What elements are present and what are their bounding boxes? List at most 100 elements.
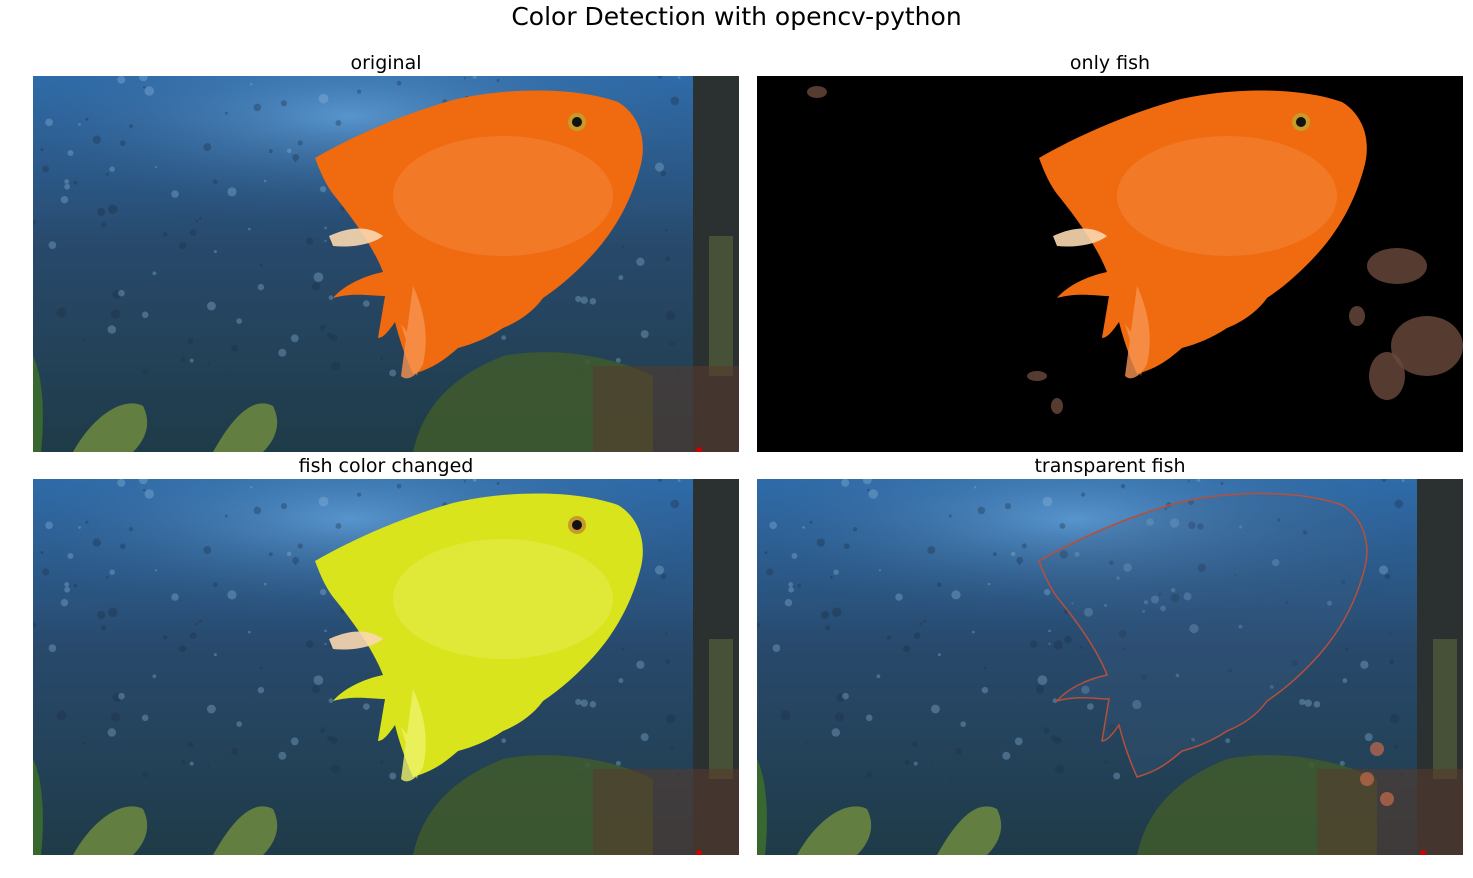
water-speckle — [950, 777, 953, 780]
water-speckle — [654, 565, 665, 575]
filter-sponge — [709, 639, 733, 779]
water-speckle — [319, 589, 327, 596]
water-speckle — [1048, 629, 1051, 633]
water-speckle — [1053, 640, 1063, 650]
water-speckle — [1190, 737, 1195, 742]
water-speckle — [463, 480, 466, 483]
water-speckle — [1364, 733, 1373, 742]
water-speckle — [1141, 674, 1148, 681]
water-speckle — [919, 622, 922, 626]
panel-title: original — [350, 52, 422, 74]
water-speckle — [1080, 492, 1086, 497]
water-speckle — [1146, 518, 1154, 526]
water-speckle — [1030, 640, 1038, 648]
filter-sponge — [1433, 639, 1457, 779]
water-speckle — [206, 301, 216, 311]
water-speckle — [253, 103, 262, 112]
water-speckle — [1228, 668, 1233, 673]
water-speckle — [292, 556, 300, 564]
water-speckle — [152, 674, 157, 679]
water-speckle — [112, 290, 122, 299]
water-speckle — [363, 300, 370, 307]
fish-highlight — [393, 136, 613, 256]
water-speckle — [117, 479, 126, 487]
water-speckle — [1074, 551, 1080, 557]
water-speckle — [328, 698, 334, 704]
water-speckle — [297, 543, 303, 549]
water-speckle — [117, 76, 126, 84]
water-speckle — [636, 257, 645, 266]
water-speckle — [263, 179, 267, 183]
aquarium-plants — [33, 755, 739, 855]
water-speckle — [1313, 701, 1321, 708]
water-speckle — [107, 607, 118, 618]
water-speckle — [313, 272, 324, 283]
water-speckle — [162, 635, 168, 640]
water-speckle — [657, 76, 663, 79]
water-speckle — [203, 143, 212, 151]
fish-highlight — [1117, 136, 1337, 256]
noise-blob — [1027, 371, 1047, 381]
water-speckle — [206, 704, 216, 714]
water-speckle — [670, 499, 680, 509]
water-speckle — [1055, 764, 1065, 774]
water-speckle — [138, 76, 148, 82]
water-speckle — [195, 219, 198, 223]
water-speckle — [179, 645, 187, 653]
water-speckle — [932, 764, 935, 767]
water-speckle — [936, 582, 942, 588]
water-speckle — [927, 546, 936, 554]
water-speckle — [886, 635, 892, 640]
water-speckle — [33, 622, 36, 628]
panel-original: original — [33, 52, 739, 452]
noise-blob — [1369, 352, 1405, 400]
water-speckle — [878, 569, 882, 572]
water-speckle — [318, 496, 329, 507]
water-speckle — [324, 239, 327, 242]
water-speckle — [981, 686, 989, 694]
fish-body — [315, 90, 643, 374]
original-image — [33, 76, 739, 452]
water-speckle — [1059, 523, 1066, 529]
water-speckle — [331, 764, 341, 774]
water-speckle — [97, 611, 106, 620]
fish-pectoral-fin — [329, 631, 383, 650]
water-speckle — [866, 488, 870, 492]
water-speckle — [85, 520, 89, 524]
water-speckle — [1339, 760, 1345, 766]
water-speckle — [987, 582, 991, 586]
water-speckle — [825, 625, 831, 631]
red-marker — [696, 447, 702, 452]
water-speckle — [356, 89, 362, 94]
water-speckle — [1187, 480, 1190, 483]
water-speckle — [496, 78, 500, 82]
water-speckle — [670, 96, 680, 106]
water-speckle — [973, 486, 977, 489]
water-speckle — [1016, 556, 1024, 564]
water-speckle — [78, 526, 81, 529]
water-speckle — [154, 569, 158, 572]
water-speckle — [142, 85, 146, 89]
water-speckle — [227, 187, 237, 197]
fish-pupil — [572, 520, 582, 530]
water-speckle — [809, 520, 813, 524]
water-speckle — [665, 632, 668, 635]
water-speckle — [1043, 727, 1050, 734]
water-speckle — [249, 486, 253, 489]
water-speckle — [955, 747, 962, 755]
water-speckle — [1270, 685, 1274, 689]
water-speckle — [913, 632, 921, 639]
panel-title: transparent fish — [1034, 455, 1186, 477]
water-speckle — [180, 357, 186, 362]
water-speckle — [1326, 600, 1333, 606]
water-speckle — [290, 737, 299, 746]
water-speckle — [876, 674, 881, 679]
water-speckle — [142, 771, 149, 778]
water-speckle — [977, 506, 986, 515]
water-speckle — [236, 721, 243, 727]
water-speckle — [128, 124, 134, 129]
water-speckle — [1189, 739, 1193, 744]
water-speckle — [112, 693, 122, 702]
water-speckle — [231, 344, 238, 352]
water-speckle — [292, 153, 300, 161]
